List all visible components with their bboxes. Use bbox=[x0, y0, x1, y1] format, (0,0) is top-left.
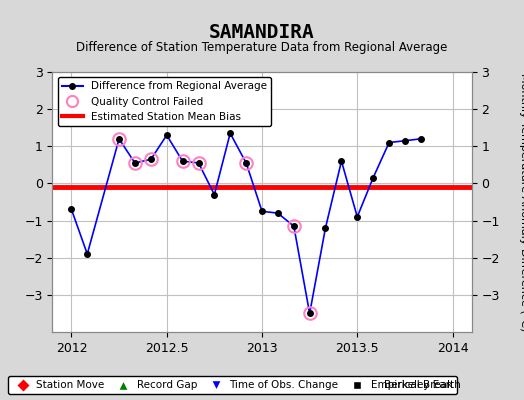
Text: SAMANDIRA: SAMANDIRA bbox=[209, 23, 315, 42]
Legend: Station Move, Record Gap, Time of Obs. Change, Empirical Break: Station Move, Record Gap, Time of Obs. C… bbox=[8, 376, 457, 394]
Text: Difference of Station Temperature Data from Regional Average: Difference of Station Temperature Data f… bbox=[77, 41, 447, 54]
Text: Berkeley Earth: Berkeley Earth bbox=[385, 380, 461, 390]
Y-axis label: Monthly Temperature Anomaly Difference (°C): Monthly Temperature Anomaly Difference (… bbox=[519, 73, 524, 331]
